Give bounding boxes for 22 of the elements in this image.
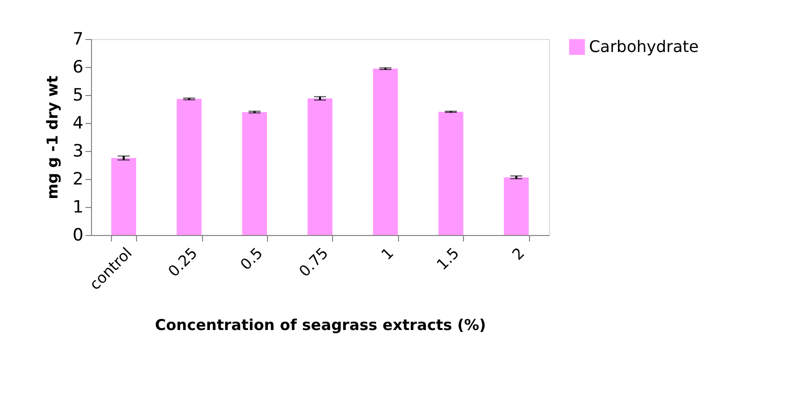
x-axis-title: Concentration of seagrass extracts (%)	[154, 316, 486, 334]
bar	[111, 158, 136, 235]
x-tick-label: 2	[508, 244, 528, 264]
bar	[372, 68, 398, 235]
y-tick-label: 2	[72, 170, 84, 190]
y-tick-label: 1	[72, 198, 84, 218]
y-axis-title: mg g -1 dry wt	[44, 76, 62, 200]
legend-label: Carbohydrate	[589, 37, 699, 56]
x-tick-label: 1	[378, 244, 398, 264]
y-tick-label: 4	[72, 114, 84, 134]
x-tick-label: 1.5	[433, 244, 463, 274]
bar	[504, 177, 529, 235]
bar	[176, 98, 202, 235]
y-tick-label: 7	[72, 30, 84, 50]
bar	[308, 98, 332, 235]
y-tick-label: 6	[72, 58, 84, 78]
y-tick-label: 5	[72, 86, 84, 106]
x-tick-label: 0.5	[236, 244, 266, 274]
y-tick-label: 0	[72, 226, 84, 246]
bar	[438, 112, 464, 235]
bar	[242, 112, 268, 235]
y-tick-label: 3	[72, 142, 84, 162]
